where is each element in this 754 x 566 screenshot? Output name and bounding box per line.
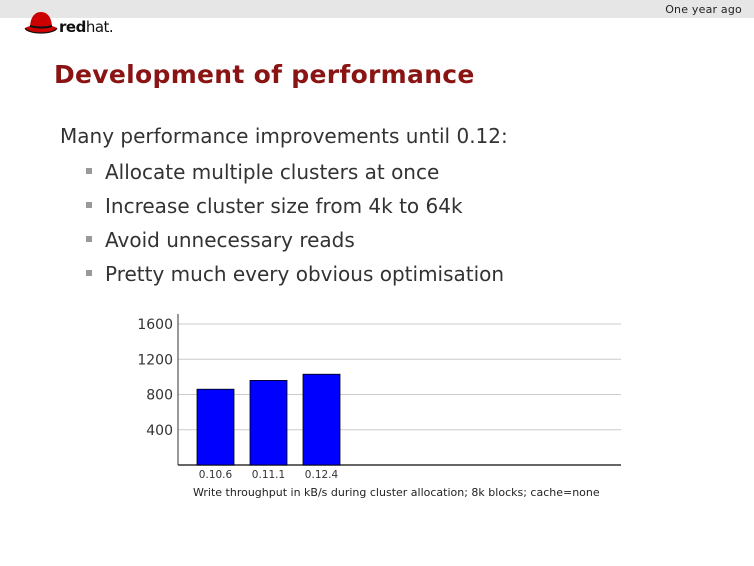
- bullet-marker: [86, 168, 92, 174]
- bullet-list: Allocate multiple clusters at once Incre…: [86, 158, 504, 294]
- bullet-item: Increase cluster size from 4k to 64k: [86, 192, 504, 226]
- chart-caption: Write throughput in kB/s during cluster …: [193, 486, 600, 499]
- bar-0.12.4: [302, 373, 341, 466]
- y-tick-label: 800: [146, 388, 173, 404]
- bullet-item: Allocate multiple clusters at once: [86, 158, 504, 192]
- redhat-wordmark: redhat.: [59, 18, 114, 36]
- y-tick-label: 400: [146, 423, 173, 439]
- section-label: One year ago: [665, 3, 742, 16]
- bullet-marker: [86, 202, 92, 208]
- bullet-marker: [86, 270, 92, 276]
- top-bar: One year ago: [0, 0, 754, 18]
- bar-0.10.6: [196, 388, 235, 466]
- bullet-item: Pretty much every obvious optimisation: [86, 260, 504, 294]
- throughput-bar-chart: 400 800 1200 1600 0.10.6 0.11.1 0.12.4: [137, 314, 621, 481]
- x-tick-label: 0.12.4: [305, 469, 339, 481]
- x-tick-label: 0.10.6: [199, 469, 233, 481]
- intro-text: Many performance improvements until 0.12…: [60, 124, 508, 148]
- slide-title: Development of performance: [54, 60, 475, 89]
- bullet-item: Avoid unnecessary reads: [86, 226, 504, 260]
- bullet-marker: [86, 236, 92, 242]
- y-tick-label: 1600: [137, 317, 173, 333]
- bar-0.11.1: [249, 380, 288, 466]
- redhat-hat-icon: [24, 12, 58, 34]
- x-tick-label: 0.11.1: [252, 469, 285, 481]
- redhat-logo: redhat.: [24, 8, 134, 38]
- y-tick-label: 1200: [137, 352, 173, 368]
